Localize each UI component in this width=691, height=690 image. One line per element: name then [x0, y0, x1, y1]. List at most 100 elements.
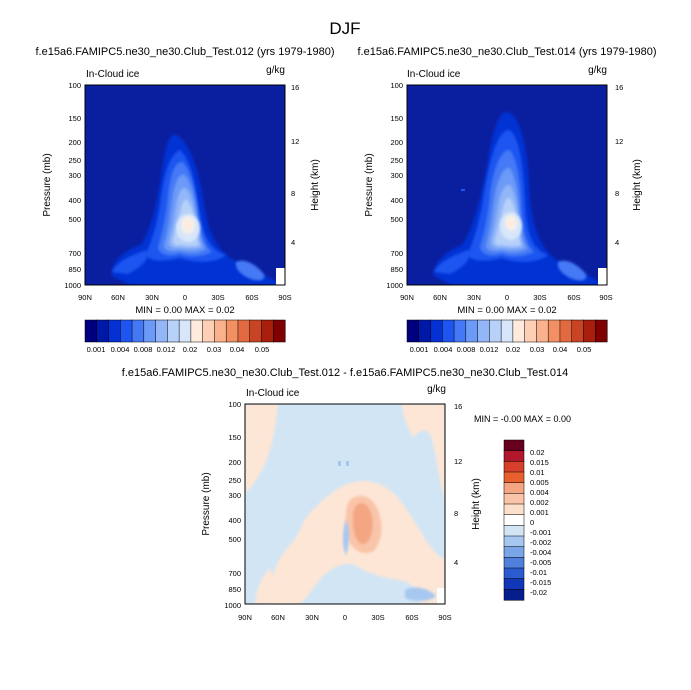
panel-3: f.e15a6.FAMIPC5.ne30_ne30.Club_Test.012 …	[122, 367, 571, 622]
panel-2-speck	[461, 189, 465, 191]
panel-2-cbar-label-2: 0.008	[457, 345, 476, 354]
panel-3-frame	[244, 403, 446, 605]
panel-1-ytick-200: 200	[68, 138, 81, 147]
panel-1-colorbar-swatch-8	[178, 319, 192, 343]
panel-3-cbar-label-10: -0.004	[530, 548, 551, 557]
panel-1-colorbar-swatch-15	[261, 319, 274, 343]
panel-1-cbar-label-6: 0.04	[230, 345, 245, 354]
panel-3-plot-area	[245, 404, 445, 604]
panel-2-ytick-200: 200	[390, 138, 403, 147]
panel-2-ytick-500: 500	[390, 215, 403, 224]
panel-3-cbar-label-6: 0.001	[530, 508, 549, 517]
panel-2-colorbar	[406, 319, 608, 343]
figure-title: DJF	[329, 19, 360, 38]
panel-1-ytick-250: 250	[68, 156, 81, 165]
panel-2: f.e15a6.FAMIPC5.ne30_ne30.Club_Test.014 …	[357, 46, 656, 354]
panel-2-ytick-100: 100	[390, 81, 403, 90]
panel-1-cbar-label-2: 0.008	[134, 345, 153, 354]
panel-3-ytick-850: 850	[228, 585, 241, 594]
panel-1-colorbar-swatch-10	[202, 319, 215, 343]
panel-2-colorbar-swatch-10	[524, 319, 537, 343]
panel-3-colorbar-swatch-6	[503, 503, 525, 516]
panel-2-contour-south	[557, 260, 587, 281]
panel-1-colorbar-swatch-7	[167, 319, 180, 343]
panel-2-right-label: g/kg	[588, 65, 607, 76]
panel-3-xtick-6: 90S	[438, 613, 451, 622]
panel-3-colorbar-swatch-5	[503, 493, 525, 505]
panel-1-colorbar-swatch-2	[108, 319, 121, 343]
panel-1-ylabel: Pressure (mb)	[42, 153, 53, 216]
panel-1-xtick-4: 30S	[211, 293, 224, 302]
panel-1-y2-ticks: 16 12 8 4	[291, 83, 299, 247]
panel-2-colorbar-swatch-7	[489, 319, 502, 343]
panel-2-colorbar-swatch-14	[571, 319, 585, 343]
panel-1-frame	[84, 84, 286, 286]
panel-3-speck-1	[338, 461, 341, 466]
panel-1-colorbar-swatch-6	[155, 319, 168, 343]
panel-3-colorbar-swatch-8	[503, 525, 525, 537]
panel-3-colorbar-swatch-10	[503, 546, 525, 558]
panel-2-colorbar-swatch-4	[453, 319, 467, 343]
panel-1-cbar-label-1: 0.004	[111, 345, 130, 354]
panel-2-xtick-5: 60S	[567, 293, 580, 302]
panel-2-ytick-400: 400	[390, 196, 403, 205]
panel-3-y2tick-16: 16	[454, 402, 462, 411]
panel-3-speck-2	[346, 461, 349, 466]
panel-2-ylabel-right: Height (km)	[632, 159, 643, 211]
panel-2-x-ticks: 90N 60N 30N 0 30S 60S 90S	[400, 293, 613, 302]
panel-1-xtick-1: 60N	[111, 293, 125, 302]
panel-2-colorbar-swatch-9	[512, 319, 526, 343]
panel-3-colorbar-swatch-0	[503, 439, 525, 452]
panel-2-surface-mask	[598, 268, 607, 285]
panel-3-colorbar-swatch-7	[503, 514, 525, 526]
panel-1: f.e15a6.FAMIPC5.ne30_ne30.Club_Test.012 …	[35, 46, 334, 354]
panel-3-ylabel-right: Height (km)	[471, 478, 482, 530]
panel-1-xtick-2: 30N	[145, 293, 159, 302]
panel-1-ytick-700: 700	[68, 249, 81, 258]
panel-1-plot-area	[85, 85, 285, 285]
panel-1-left-label: In-Cloud ice	[86, 69, 140, 80]
panel-3-left-label: In-Cloud ice	[246, 388, 300, 399]
panel-2-ytick-700: 700	[390, 249, 403, 258]
panel-3-xtick-4: 30S	[371, 613, 384, 622]
panel-1-colorbar-swatch-4	[131, 319, 145, 343]
panel-2-xtick-2: 30N	[467, 293, 481, 302]
panel-2-xtick-0: 90N	[400, 293, 414, 302]
panel-3-xtick-5: 60S	[405, 613, 418, 622]
panel-2-minmax: MIN = 0.00 MAX = 0.02	[457, 305, 556, 316]
panel-1-colorbar-swatch-0	[84, 319, 98, 343]
panel-2-ytick-250: 250	[390, 156, 403, 165]
panel-3-y2tick-8: 8	[454, 509, 458, 518]
panel-1-xtick-3: 0	[183, 293, 187, 302]
panel-3-cbar-label-3: 0.005	[530, 478, 549, 487]
panel-1-y2tick-12: 12	[291, 137, 299, 146]
panel-3-xtick-0: 90N	[238, 613, 252, 622]
panel-3-colorbar-swatch-13	[503, 578, 525, 590]
panel-2-contour-north	[434, 250, 470, 274]
panel-3-right-label: g/kg	[427, 384, 446, 395]
panel-3-cbar-label-7: 0	[530, 518, 534, 527]
panel-3-ytick-200: 200	[228, 458, 241, 467]
panel-3-colorbar-swatch-4	[503, 482, 525, 494]
panel-3-ytick-1000: 1000	[224, 601, 241, 610]
panel-2-y2tick-16: 16	[615, 83, 623, 92]
panel-3-region-south-blue	[405, 587, 436, 601]
panel-2-cbar-label-6: 0.04	[553, 345, 568, 354]
panel-1-colorbar-swatch-9	[190, 319, 204, 343]
panel-1-ytick-400: 400	[68, 196, 81, 205]
panel-1-colorbar-swatch-14	[249, 319, 263, 343]
panel-2-y2tick-8: 8	[615, 189, 619, 198]
panel-3-y2tick-4: 4	[454, 558, 458, 567]
panel-2-ytick-1000: 1000	[386, 281, 403, 290]
panel-2-cbar-label-3: 0.012	[480, 345, 499, 354]
panel-1-y2tick-8: 8	[291, 189, 295, 198]
panel-2-ylabel: Pressure (mb)	[364, 153, 375, 216]
panel-1-cbar-label-5: 0.03	[207, 345, 222, 354]
panel-1-colorbar-labels: 0.001 0.004 0.008 0.012 0.02 0.03 0.04 0…	[87, 345, 270, 354]
panel-1-colorbar-swatch-3	[120, 319, 133, 343]
panel-2-title: f.e15a6.FAMIPC5.ne30_ne30.Club_Test.014 …	[357, 46, 656, 58]
panel-2-y2-ticks: 16 12 8 4	[615, 83, 623, 247]
panel-2-xtick-4: 30S	[533, 293, 546, 302]
panel-3-ylabel: Pressure (mb)	[201, 472, 212, 535]
panel-1-y2tick-4: 4	[291, 238, 295, 247]
